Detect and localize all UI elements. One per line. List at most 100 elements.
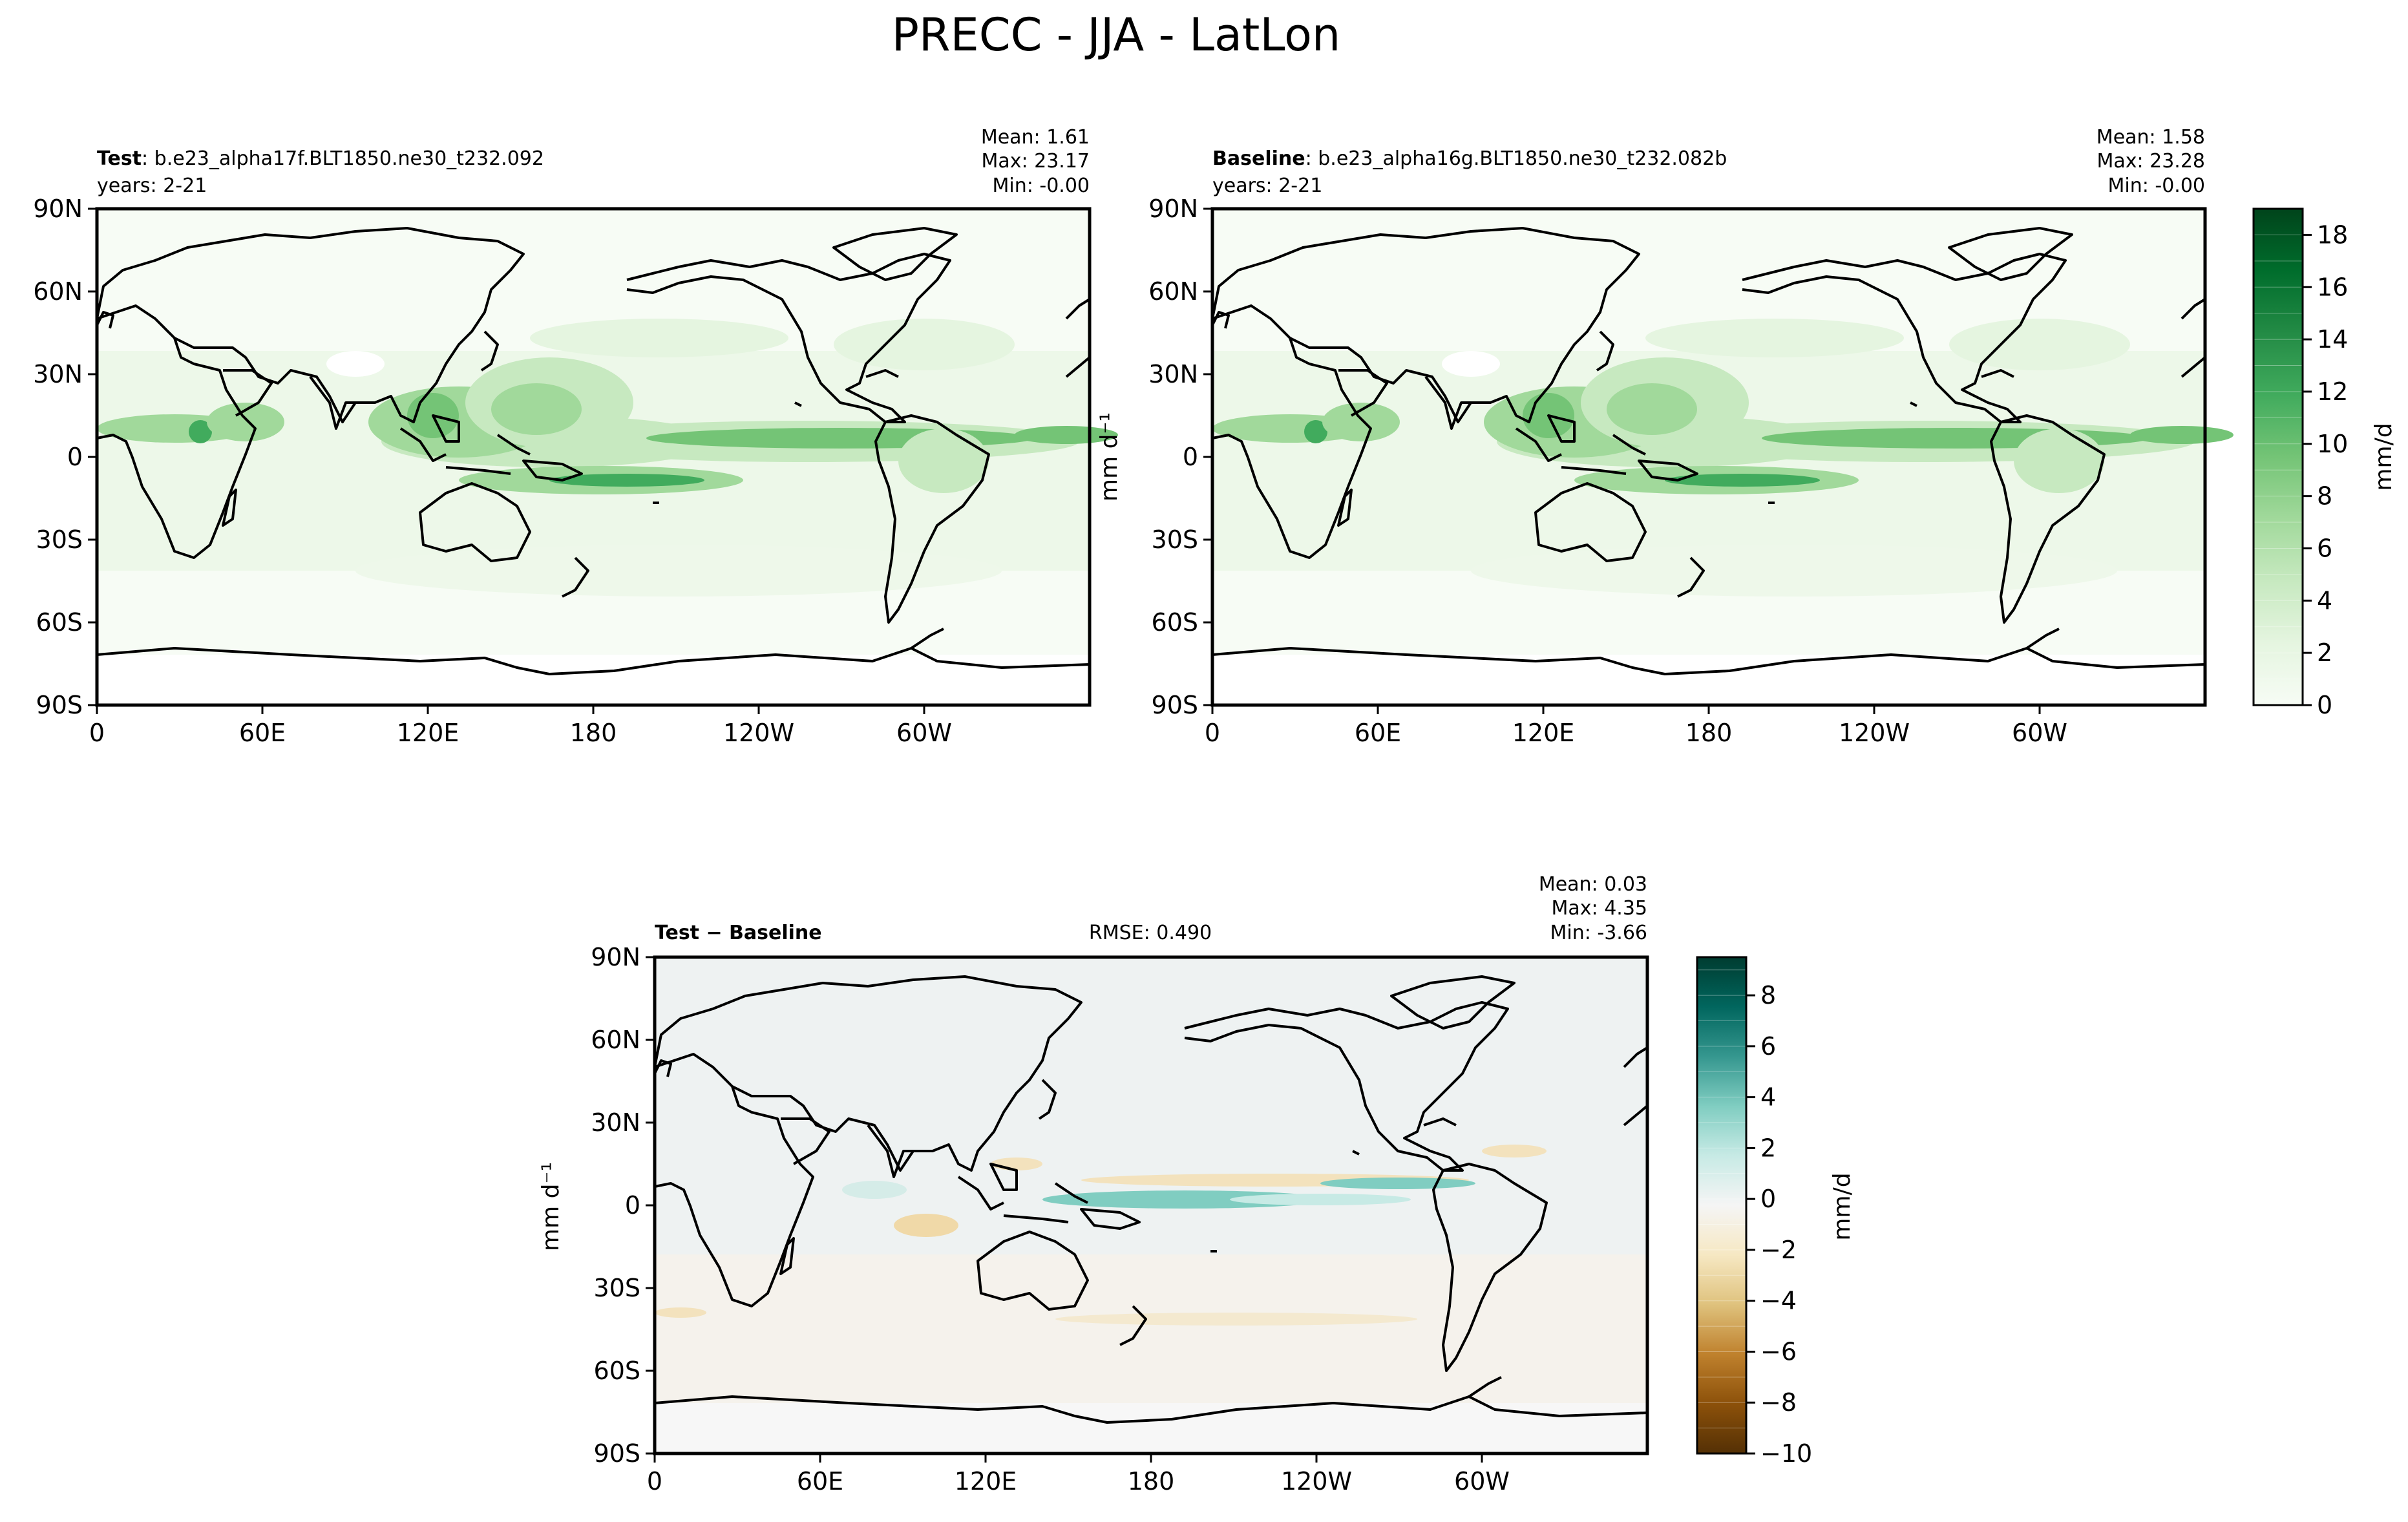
baseline-yticks: 90N 60N 30N 0 30S 60S 90S bbox=[1148, 195, 1212, 719]
y-tick-label: 0 bbox=[625, 1191, 640, 1220]
x-tick-label: 0 bbox=[89, 719, 105, 747]
y-tick-label: 90S bbox=[1152, 691, 1198, 719]
baseline-stat-mean: Mean: 1.58 bbox=[2096, 126, 2205, 149]
precip-colorbar-ticks: 0 2 4 6 8 10 12 14 16 18 bbox=[2303, 220, 2348, 719]
precip-colorbar: 0 2 4 6 8 10 12 14 16 18 mm/d bbox=[2252, 207, 2397, 719]
x-tick-label: 60E bbox=[239, 719, 286, 747]
y-tick-label: 90S bbox=[36, 691, 83, 719]
test-stat-max: Max: 23.17 bbox=[981, 150, 1090, 173]
y-tick-label: 30N bbox=[1148, 360, 1198, 388]
test-label-rest: : b.e23_alpha17f.BLT1850.ne30_t232.092 bbox=[142, 147, 544, 170]
x-tick-label: 120E bbox=[955, 1467, 1017, 1496]
y-tick-label: 90N bbox=[1148, 195, 1198, 223]
baseline-stat-min: Min: -0.00 bbox=[2108, 174, 2206, 197]
x-tick-label: 120W bbox=[1281, 1467, 1352, 1496]
y-tick-label: 60S bbox=[36, 608, 83, 637]
x-tick-label: 60W bbox=[2012, 719, 2067, 747]
y-tick-label: 60N bbox=[33, 277, 83, 306]
colorbar-tick-label: 10 bbox=[2317, 430, 2348, 458]
x-tick-label: 180 bbox=[1685, 719, 1733, 747]
colorbar-tick-label: 16 bbox=[2317, 273, 2348, 301]
colorbar-tick-label: 6 bbox=[2317, 534, 2332, 562]
test-years: years: 2-21 bbox=[97, 174, 207, 197]
difference-colorbar-label: mm/d bbox=[1829, 1172, 1855, 1240]
baseline-ylabel: mm d⁻¹ bbox=[1096, 412, 1123, 502]
colorbar-tick-label: 8 bbox=[2317, 482, 2332, 511]
colorbar-tick-label: 2 bbox=[1760, 1134, 1776, 1162]
y-tick-label: 30N bbox=[591, 1108, 640, 1137]
x-tick-label: 60W bbox=[1454, 1467, 1510, 1496]
difference-xticks: 0 60E 120E 180 120W 60W bbox=[647, 1453, 1510, 1496]
y-tick-label: 30N bbox=[33, 360, 83, 388]
test-panel: Test: b.e23_alpha17f.BLT1850.ne30_t232.0… bbox=[33, 126, 1118, 747]
colorbar-tick-label: −10 bbox=[1760, 1439, 1812, 1468]
colorbar-tick-label: 12 bbox=[2317, 377, 2348, 406]
x-tick-label: 120E bbox=[397, 719, 459, 747]
x-tick-label: 0 bbox=[1205, 719, 1220, 747]
x-tick-label: 120W bbox=[1839, 719, 1910, 747]
difference-colorbar-fill bbox=[1697, 957, 1746, 1453]
x-tick-label: 120E bbox=[1512, 719, 1575, 747]
test-stat-mean: Mean: 1.61 bbox=[981, 126, 1090, 149]
x-tick-label: 60W bbox=[896, 719, 952, 747]
colorbar-tick-label: −8 bbox=[1760, 1388, 1797, 1417]
test-yticks: 90N 60N 30N 0 30S 60S 90S bbox=[33, 195, 97, 719]
baseline-label-rest: : b.e23_alpha16g.BLT1850.ne30_t232.082b bbox=[1305, 147, 1727, 170]
difference-colorbar-bands bbox=[1697, 969, 1746, 1454]
baseline-stat-max: Max: 23.28 bbox=[2096, 150, 2205, 173]
test-stat-min: Min: -0.00 bbox=[993, 174, 1090, 197]
difference-colorbar: −10 −8 −6 −4 −2 0 2 4 6 8 mm/d bbox=[1696, 956, 1855, 1468]
colorbar-tick-label: 0 bbox=[2317, 691, 2332, 719]
baseline-panel: Baseline: b.e23_alpha16g.BLT1850.ne30_t2… bbox=[1096, 126, 2234, 747]
y-tick-label: 30S bbox=[1152, 525, 1198, 554]
colorbar-tick-label: 2 bbox=[2317, 639, 2332, 667]
difference-colorbar-ticks: −10 −8 −6 −4 −2 0 2 4 6 8 bbox=[1746, 981, 1812, 1468]
colorbar-tick-label: 8 bbox=[1760, 981, 1776, 1009]
y-tick-label: 30S bbox=[594, 1274, 640, 1302]
x-tick-label: 60E bbox=[1355, 719, 1401, 747]
y-tick-label: 0 bbox=[67, 443, 83, 471]
x-tick-label: 60E bbox=[797, 1467, 843, 1496]
y-tick-label: 60S bbox=[1152, 608, 1198, 637]
y-tick-label: 0 bbox=[1183, 443, 1198, 471]
precip-colorbar-fill bbox=[2254, 209, 2303, 705]
difference-stat-min: Min: -3.66 bbox=[1550, 922, 1648, 944]
y-tick-label: 60N bbox=[591, 1026, 640, 1054]
difference-rmse: RMSE: 0.490 bbox=[1089, 922, 1212, 944]
x-tick-label: 0 bbox=[647, 1467, 662, 1496]
colorbar-tick-label: 18 bbox=[2317, 220, 2348, 249]
colorbar-tick-label: 14 bbox=[2317, 325, 2348, 354]
colorbar-tick-label: −4 bbox=[1760, 1287, 1797, 1315]
precip-colorbar-frame bbox=[2252, 207, 2304, 706]
colorbar-tick-label: −2 bbox=[1760, 1236, 1797, 1264]
baseline-map bbox=[1210, 207, 2234, 707]
difference-yticks: 90N 60N 30N 0 30S 60S 90S bbox=[591, 943, 655, 1468]
colorbar-tick-label: 0 bbox=[1760, 1185, 1776, 1213]
y-tick-label: 30S bbox=[36, 525, 83, 554]
difference-ylabel: mm d⁻¹ bbox=[538, 1162, 564, 1251]
colorbar-tick-label: 6 bbox=[1760, 1032, 1776, 1061]
y-tick-label: 90N bbox=[591, 943, 640, 971]
y-tick-label: 60S bbox=[594, 1357, 640, 1385]
difference-stat-max: Max: 4.35 bbox=[1552, 897, 1647, 920]
baseline-label-bold: Baseline bbox=[1212, 147, 1305, 170]
y-tick-label: 60N bbox=[1148, 277, 1198, 306]
figure-title: PRECC - JJA - LatLon bbox=[892, 8, 1341, 61]
x-tick-label: 180 bbox=[1128, 1467, 1175, 1496]
test-label-bold: Test bbox=[97, 147, 142, 170]
colorbar-tick-label: 4 bbox=[1760, 1083, 1776, 1112]
test-xticks: 0 60E 120E 180 120W 60W bbox=[89, 705, 952, 747]
x-tick-label: 180 bbox=[570, 719, 617, 747]
baseline-label: Baseline: b.e23_alpha16g.BLT1850.ne30_t2… bbox=[1212, 147, 1727, 170]
difference-panel: Test − Baseline RMSE: 0.490 Mean: 0.03 M… bbox=[538, 873, 1649, 1496]
baseline-xticks: 0 60E 120E 180 120W 60W bbox=[1205, 705, 2067, 747]
x-tick-label: 120W bbox=[723, 719, 794, 747]
baseline-years: years: 2-21 bbox=[1212, 174, 1322, 197]
y-tick-label: 90N bbox=[33, 195, 83, 223]
difference-map bbox=[653, 955, 1649, 1455]
difference-stat-mean: Mean: 0.03 bbox=[1539, 873, 1647, 896]
test-label: Test: b.e23_alpha17f.BLT1850.ne30_t232.0… bbox=[97, 147, 544, 170]
colorbar-tick-label: 4 bbox=[2317, 586, 2332, 615]
precip-colorbar-label: mm/d bbox=[2371, 423, 2397, 491]
